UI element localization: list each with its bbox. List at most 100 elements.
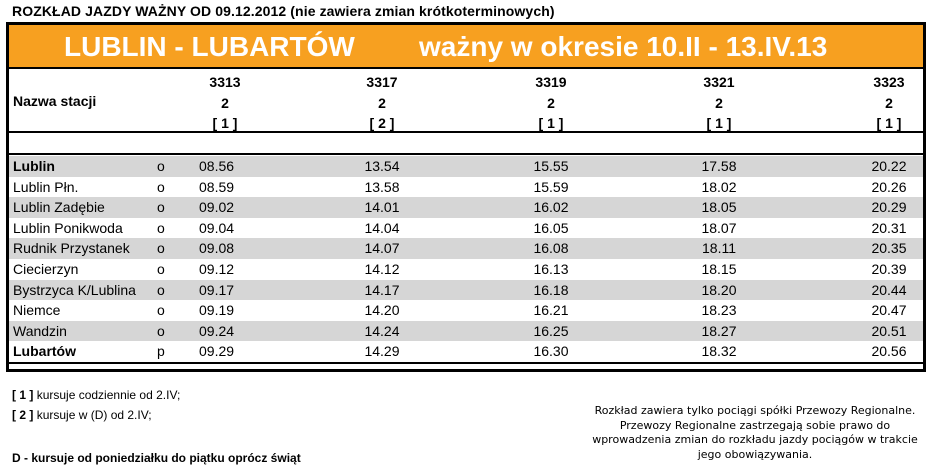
departure-time: 16.02	[533, 199, 569, 216]
train-class: 2	[715, 94, 723, 111]
train-class: 2	[221, 94, 229, 111]
stop-code: p	[157, 343, 165, 360]
stop-code: o	[157, 322, 165, 339]
train-column: 3323 2 [ 1 ]	[849, 72, 929, 134]
departure-time: 18.23	[701, 302, 737, 319]
departure-time: 15.59	[533, 178, 569, 195]
departure-time: 20.22	[871, 158, 907, 174]
departure-time: 13.54	[364, 158, 400, 174]
departure-time: 20.39	[871, 260, 907, 277]
departure-time: 20.51	[871, 322, 907, 339]
departure-time: 16.08	[533, 240, 569, 257]
departure-time: 14.12	[364, 260, 400, 277]
departure-time: 20.29	[871, 199, 907, 216]
table-row: Niemce o 09.19 14.20 16.21 18.23 20.47	[9, 300, 923, 321]
departure-time: 14.04	[364, 219, 400, 236]
train-column: 3321 2 [ 1 ]	[679, 72, 759, 134]
departure-time: 18.05	[701, 199, 737, 216]
departure-time: 14.17	[364, 281, 400, 298]
footnote-text: kursuje codziennie od 2.IV;	[36, 388, 181, 402]
train-note: [ 1 ]	[538, 115, 564, 131]
station-name: Bystrzyca K/Lublina	[13, 281, 136, 298]
station-name: Lublin Zadębie	[13, 199, 105, 216]
table-row: Lublin Zadębie o 09.02 14.01 16.02 18.05…	[9, 197, 923, 218]
departure-time: 18.02	[701, 178, 737, 195]
departure-time: 18.11	[702, 240, 736, 257]
footnote-mark: [ 1 ]	[12, 388, 34, 402]
departure-time: 18.32	[701, 343, 737, 360]
legend-note: D - kursuje od poniedziałku do piątku op…	[12, 451, 301, 465]
disclaimer-line: Rozkład zawiera tylko pociągi spółki Prz…	[594, 404, 916, 417]
train-note: [ 2 ]	[369, 115, 395, 131]
departure-time: 18.27	[701, 322, 737, 339]
departure-time: 20.47	[871, 302, 907, 319]
table-row: Bystrzyca K/Lublina o 09.17 14.17 16.18 …	[9, 279, 923, 301]
train-note: [ 1 ]	[876, 115, 902, 131]
page-title: ROZKŁAD JAZDY WAŻNY OD 09.12.2012 (nie z…	[12, 3, 555, 19]
train-number: 3313	[209, 74, 241, 90]
departure-time: 16.30	[533, 343, 569, 360]
train-number: 3323	[873, 74, 905, 90]
footnote: [ 2 ] kursuje w (D) od 2.IV;	[12, 408, 152, 422]
departure-time: 14.01	[364, 199, 400, 216]
departure-time: 14.07	[364, 240, 400, 257]
station-name: Lublin	[13, 158, 55, 174]
train-note: [ 1 ]	[212, 115, 238, 131]
train-note: [ 1 ]	[706, 115, 732, 131]
route-validity: ważny w okresie 10.II - 13.IV.13	[419, 31, 828, 62]
departure-time: 14.29	[364, 343, 400, 360]
departure-time: 09.29	[199, 343, 235, 360]
departure-time: 08.56	[199, 158, 235, 174]
train-class: 2	[547, 94, 555, 111]
departure-time: 15.55	[533, 158, 569, 174]
departure-time: 09.02	[199, 199, 235, 216]
departure-time: 09.24	[199, 322, 235, 339]
table-row: Ciecierzyn o 09.12 14.12 16.13 18.15 20.…	[9, 259, 923, 280]
departure-time: 20.31	[871, 219, 907, 236]
train-class: 2	[885, 94, 893, 111]
departure-time: 09.19	[199, 302, 235, 319]
station-name: Lublin Ponikwoda	[13, 219, 123, 236]
departure-time: 18.07	[701, 219, 737, 236]
train-number: 3321	[703, 74, 735, 90]
station-name: Rudnik Przystanek	[13, 240, 130, 257]
route-name: LUBLIN - LUBARTÓW	[64, 31, 355, 62]
footnote-text: kursuje w (D) od 2.IV;	[36, 408, 152, 422]
departure-time: 16.21	[533, 302, 569, 319]
route-banner: LUBLIN - LUBARTÓW ważny w okresie 10.II …	[9, 25, 923, 69]
stop-code: o	[157, 302, 165, 319]
stop-code: o	[157, 219, 165, 236]
station-name: Lublin Płn.	[13, 178, 79, 195]
departure-time: 20.56	[871, 343, 907, 360]
departure-time: 09.04	[199, 219, 235, 236]
timetable: LUBLIN - LUBARTÓW ważny w okresie 10.II …	[6, 22, 926, 372]
train-column: 3313 2 [ 1 ]	[185, 72, 265, 134]
disclaimer-line: Przewozy Regionalne zastrzegają sobie pr…	[619, 418, 891, 432]
train-column: 3317 2 [ 2 ]	[342, 72, 422, 134]
table-header: Nazwa stacji 3313 2 [ 1 ] 3317 2 [ 2 ] 3…	[9, 69, 923, 157]
departure-time: 20.26	[871, 178, 907, 195]
departure-time: 16.18	[533, 281, 569, 298]
footnote-mark: [ 2 ]	[12, 408, 34, 422]
disclaimer-line: wprowadzenia zmian do rozkładu jazdy poc…	[592, 433, 918, 446]
train-class: 2	[378, 94, 386, 111]
stop-code: o	[157, 240, 165, 257]
departure-time: 09.08	[199, 240, 235, 257]
station-name: Niemce	[13, 302, 61, 319]
stop-code: o	[157, 158, 165, 174]
station-header: Nazwa stacji	[13, 93, 97, 109]
stop-code: o	[157, 199, 165, 216]
departure-time: 09.17	[199, 281, 235, 298]
divider	[9, 362, 923, 364]
station-name: Wandzin	[13, 322, 67, 339]
departure-time: 17.58	[701, 158, 737, 174]
departure-time: 16.13	[533, 260, 569, 277]
divider	[9, 153, 923, 155]
train-column: 3319 2 [ 1 ]	[511, 72, 591, 134]
station-name: Ciecierzyn	[13, 260, 79, 277]
divider	[9, 131, 923, 133]
disclaimer: Rozkład zawiera tylko pociągi spółki Prz…	[590, 404, 920, 462]
train-number: 3319	[535, 74, 567, 90]
table-row: Lublin o 08.56 13.54 15.55 17.58 20.22	[9, 156, 923, 177]
stop-code: o	[157, 281, 165, 298]
